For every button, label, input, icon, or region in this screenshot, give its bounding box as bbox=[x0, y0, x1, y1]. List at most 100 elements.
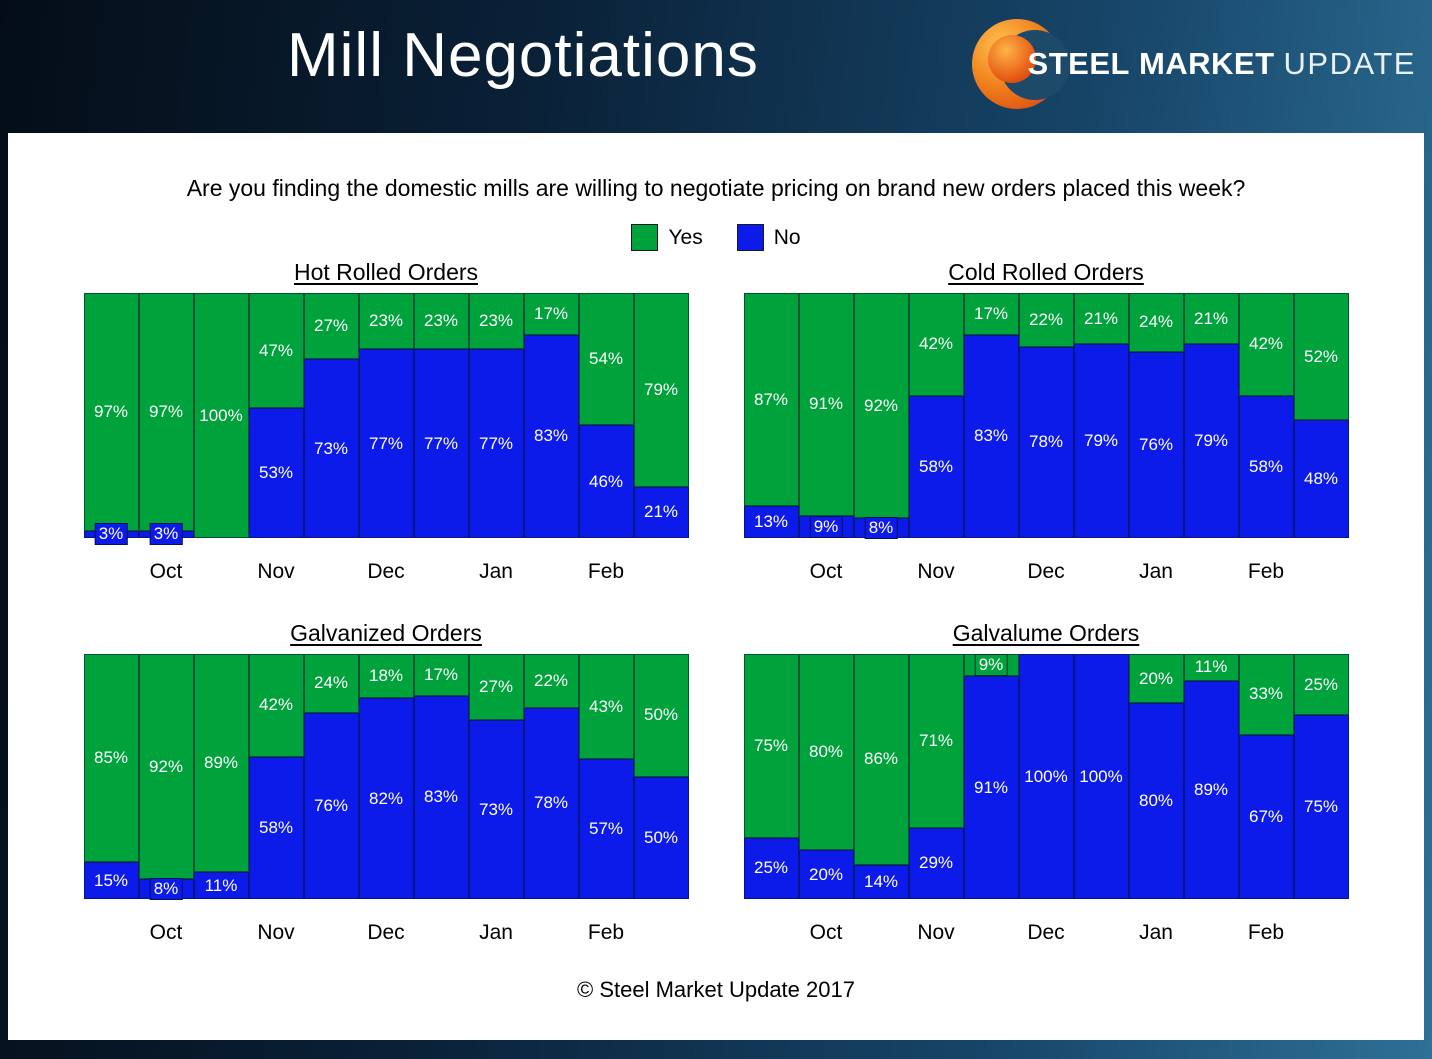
value-label: 25% bbox=[753, 858, 789, 878]
bar: 89% 11% bbox=[193, 654, 249, 899]
no-segment: 75% bbox=[1293, 715, 1349, 899]
month-label bbox=[1294, 560, 1349, 586]
month-label: Dec bbox=[367, 560, 405, 583]
value-label: 17% bbox=[533, 303, 569, 323]
month-label bbox=[414, 560, 469, 586]
yes-segment: 18% bbox=[358, 654, 414, 699]
value-label: 18% bbox=[368, 666, 404, 686]
bar: 27% 73% bbox=[468, 654, 524, 899]
value-label: 14% bbox=[863, 871, 899, 891]
month-label: Jan bbox=[1139, 560, 1173, 583]
no-segment: 100% bbox=[1018, 654, 1074, 899]
bar: 33% 67% bbox=[1238, 654, 1294, 899]
value-label: 97% bbox=[148, 401, 184, 421]
no-segment: 9% bbox=[798, 515, 854, 538]
value-label: 46% bbox=[588, 471, 624, 491]
bar: 22% 78% bbox=[523, 654, 579, 899]
value-label: 3% bbox=[149, 523, 183, 546]
bar: 27% 73% bbox=[303, 293, 359, 538]
bar: 91% 9% bbox=[798, 293, 854, 538]
no-segment: 100% bbox=[1073, 654, 1129, 899]
value-label: 77% bbox=[423, 433, 459, 453]
bar: 25% 75% bbox=[1293, 654, 1349, 899]
no-segment: 50% bbox=[633, 776, 689, 899]
value-label: 11% bbox=[1194, 657, 1228, 677]
month-label: Feb bbox=[587, 921, 625, 944]
value-label: 21% bbox=[1193, 308, 1229, 328]
value-label: 71% bbox=[918, 730, 954, 750]
value-label: 29% bbox=[918, 853, 954, 873]
value-label: 52% bbox=[1303, 346, 1339, 366]
value-label: 79% bbox=[1193, 431, 1229, 451]
no-segment: 82% bbox=[358, 698, 414, 899]
no-segment: 46% bbox=[578, 425, 634, 538]
value-label: 47% bbox=[258, 340, 294, 360]
yes-segment: 43% bbox=[578, 654, 634, 760]
bar: 50% 50% bbox=[633, 654, 689, 899]
no-segment: 80% bbox=[1128, 703, 1184, 899]
yes-segment: 24% bbox=[303, 654, 359, 713]
month-label bbox=[524, 560, 579, 586]
month-axis: Oct Nov Dec Jan Feb bbox=[744, 921, 1349, 947]
copyright: © Steel Market Update 2017 bbox=[577, 977, 855, 1002]
month-label: Jan bbox=[479, 560, 513, 583]
month-label: Oct bbox=[809, 921, 843, 944]
bar: 54% 46% bbox=[578, 293, 634, 538]
no-segment: 20% bbox=[798, 850, 854, 899]
no-segment: 25% bbox=[743, 837, 799, 899]
no-segment: 77% bbox=[468, 349, 524, 538]
yes-segment: 54% bbox=[578, 293, 634, 426]
question-text: Are you finding the domestic mills are w… bbox=[186, 175, 1246, 201]
value-label: 9% bbox=[974, 654, 1008, 677]
bar: 21% 79% bbox=[1183, 293, 1239, 538]
bar: 47% 53% bbox=[248, 293, 304, 538]
month-label bbox=[84, 921, 139, 947]
no-segment: 58% bbox=[908, 395, 964, 538]
value-label: 13% bbox=[753, 512, 789, 532]
smu-logo: STEEL MARKET UPDATE bbox=[971, 14, 1416, 114]
plot-area: 75% 25% 80% 20% 86% 14% 71% 29% 9% 91% 100% 100% 20%… bbox=[743, 654, 1349, 899]
logo-word-market: MARKET bbox=[1138, 46, 1275, 81]
month-label bbox=[1184, 560, 1239, 586]
no-segment: 83% bbox=[523, 334, 579, 538]
yes-segment: 89% bbox=[193, 654, 249, 873]
no-segment: 29% bbox=[908, 827, 964, 899]
bar: 85% 15% bbox=[83, 654, 139, 899]
no-segment: 67% bbox=[1238, 734, 1294, 899]
bar: 97% 3% bbox=[83, 293, 139, 546]
value-label: 58% bbox=[258, 817, 294, 837]
chart-title: Galvalume Orders bbox=[952, 620, 1140, 646]
yes-segment: 17% bbox=[963, 293, 1019, 335]
value-label: 78% bbox=[533, 793, 569, 813]
value-label: 100% bbox=[1024, 766, 1068, 786]
month-label bbox=[634, 921, 689, 947]
no-segment: 73% bbox=[468, 720, 524, 899]
bar: 71% 29% bbox=[908, 654, 964, 899]
no-segment: 53% bbox=[248, 408, 304, 538]
month-axis: Oct Nov Dec Jan Feb bbox=[84, 921, 689, 947]
value-label: 78% bbox=[1028, 432, 1064, 452]
bar: 23% 77% bbox=[413, 293, 469, 538]
bar: 18% 82% bbox=[358, 654, 414, 899]
bar: 42% 58% bbox=[908, 293, 964, 538]
bar: 42% 58% bbox=[1238, 293, 1294, 538]
month-label bbox=[744, 921, 799, 947]
value-label: 17% bbox=[973, 303, 1009, 323]
yes-segment: 9% bbox=[963, 654, 1019, 677]
value-label: 15% bbox=[93, 870, 129, 890]
yes-segment: 92% bbox=[853, 293, 909, 519]
bar: 80% 20% bbox=[798, 654, 854, 899]
value-label: 27% bbox=[478, 677, 514, 697]
yes-segment: 42% bbox=[908, 293, 964, 396]
month-label: Feb bbox=[1247, 560, 1285, 583]
value-label: 86% bbox=[863, 749, 899, 769]
plot-area: 87% 13% 91% 9% 92% 8% 42% 58% 17% 83% 22% 78% 21% 79%… bbox=[743, 293, 1349, 540]
no-segment: 77% bbox=[358, 349, 414, 538]
value-label: 80% bbox=[1138, 791, 1174, 810]
value-label: 73% bbox=[478, 799, 514, 819]
value-label: 92% bbox=[148, 756, 184, 776]
value-label: 77% bbox=[478, 433, 514, 453]
month-axis: Oct Nov Dec Jan Feb bbox=[84, 560, 689, 586]
no-segment: 79% bbox=[1183, 344, 1239, 538]
month-label bbox=[1294, 921, 1349, 947]
